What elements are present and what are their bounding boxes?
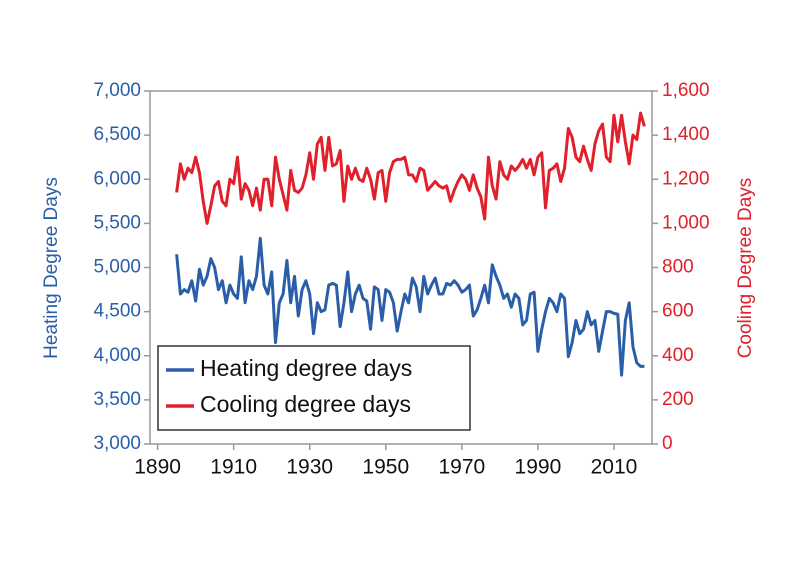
y-tick-label: 6,000 bbox=[93, 168, 141, 189]
y-tick-label: 7,000 bbox=[93, 80, 141, 101]
y2-tick-label: 200 bbox=[662, 389, 694, 410]
series-line bbox=[175, 111, 646, 225]
x-tick-label: 1950 bbox=[362, 456, 409, 479]
y2-tick-label: 800 bbox=[662, 257, 694, 278]
series-line bbox=[175, 236, 645, 377]
x-tick-label: 1910 bbox=[210, 456, 257, 479]
y-tick-label: 3,000 bbox=[93, 433, 141, 454]
legend-box bbox=[157, 345, 471, 431]
y2-axis-label: Cooling Degree Days bbox=[735, 178, 756, 359]
y-tick-label: 5,500 bbox=[93, 212, 141, 233]
y2-tick-label: 1,200 bbox=[662, 168, 710, 189]
y-tick-label: 4,000 bbox=[93, 345, 141, 366]
y-tick-label: 6,500 bbox=[93, 124, 141, 145]
x-tick-label: 1890 bbox=[134, 456, 181, 479]
y-axis-label: Heating Degree Days bbox=[41, 177, 62, 359]
x-tick-label: 1990 bbox=[515, 456, 562, 479]
y2-tick-label: 0 bbox=[662, 433, 673, 454]
y2-tick-label: 1,600 bbox=[662, 80, 710, 101]
y-tick-label: 4,500 bbox=[93, 301, 141, 322]
legend-label: Heating degree days bbox=[200, 355, 412, 381]
y-tick-label: 5,000 bbox=[93, 257, 141, 278]
y2-tick-label: 600 bbox=[662, 301, 694, 322]
y-tick-label: 3,500 bbox=[93, 389, 141, 410]
y2-tick-label: 1,000 bbox=[662, 212, 710, 233]
x-tick-label: 2010 bbox=[591, 456, 638, 479]
legend: Heating degree days Cooling degree days bbox=[157, 345, 471, 431]
x-tick-label: 1930 bbox=[286, 456, 333, 479]
x-tick-label: 1970 bbox=[438, 456, 485, 479]
y2-tick-label: 1,400 bbox=[662, 124, 710, 145]
y2-tick-label: 400 bbox=[662, 345, 694, 366]
legend-label: Cooling degree days bbox=[200, 391, 411, 417]
